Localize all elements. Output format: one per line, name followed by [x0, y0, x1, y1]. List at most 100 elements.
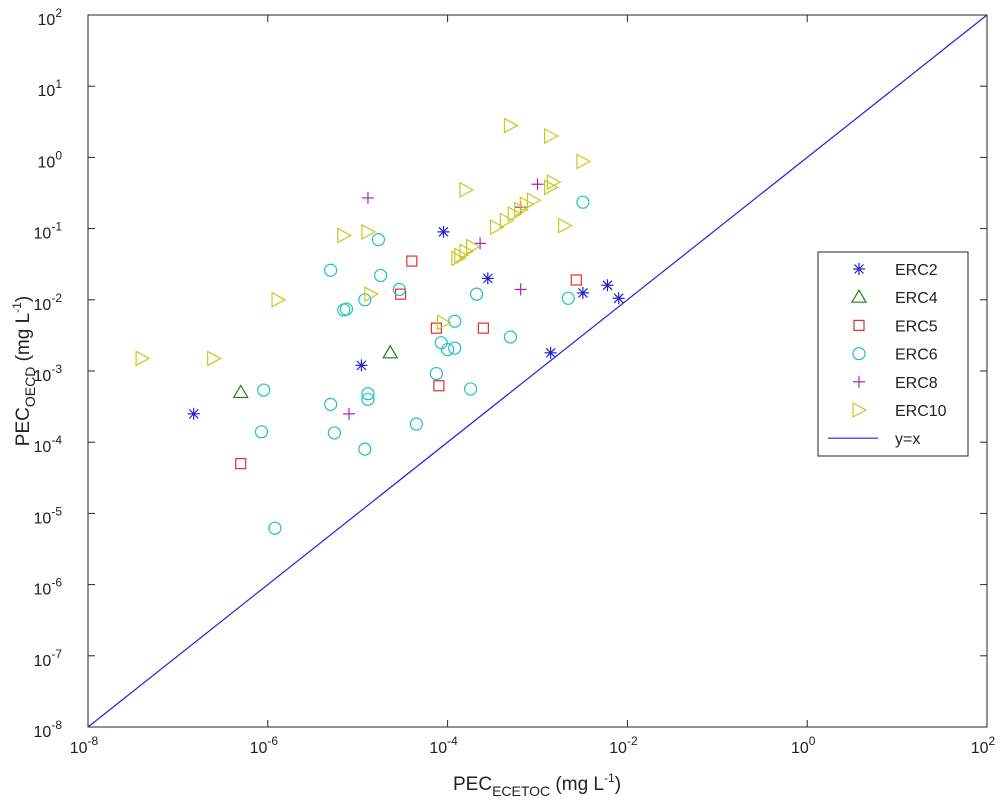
data-point	[561, 291, 575, 305]
data-point	[601, 279, 614, 292]
data-point	[499, 212, 515, 229]
data-point	[557, 217, 573, 234]
data-point	[337, 227, 353, 244]
legend-label: ERC4	[895, 290, 938, 307]
legend-label: ERC2	[895, 262, 938, 279]
legend-label: ERC5	[895, 318, 938, 335]
data-point	[546, 174, 562, 191]
data-point	[364, 286, 380, 303]
data-point	[489, 219, 505, 236]
data-point	[271, 291, 287, 308]
x-tick-label: 102	[971, 734, 996, 757]
series-erc2	[187, 225, 625, 420]
y-tick-label: 10-2	[34, 291, 63, 314]
legend-label: ERC8	[895, 375, 938, 392]
series-erc4	[232, 344, 399, 399]
x-tick-label: 10-8	[70, 734, 99, 757]
data-point	[576, 153, 592, 170]
y-tick-label: 10-1	[34, 220, 63, 243]
data-point	[514, 201, 529, 218]
axis-ticks: 10-8 10-6 10-4 10-2 100 102 10-8 10-7 10-6 10-5 10…	[34, 6, 996, 757]
data-point	[463, 382, 478, 396]
data-point	[433, 380, 445, 392]
data-point	[448, 341, 462, 355]
data-point	[361, 191, 374, 204]
y-tick-label: 10-6	[34, 576, 63, 599]
data-point	[503, 117, 519, 134]
data-point	[466, 238, 481, 255]
data-point	[187, 407, 200, 420]
data-point	[474, 237, 487, 250]
data-point	[327, 426, 341, 440]
y-axis-label: PECOECD (mg L-1)	[10, 296, 38, 446]
y-tick-label: 10-5	[34, 504, 63, 527]
data-point	[382, 344, 399, 359]
data-point	[454, 247, 470, 264]
data-point	[459, 181, 475, 198]
legend: ERC2 ERC4 ERC5 ERC6 ERC8 ERC10 y=x	[817, 251, 969, 457]
data-point	[503, 330, 518, 344]
legend-entry-erc5: ERC5	[853, 318, 938, 335]
x-tick-label: 10-2	[609, 734, 638, 757]
y-tick-label: 101	[38, 77, 63, 100]
data-point	[514, 283, 527, 296]
legend-marker	[852, 347, 866, 361]
legend-marker	[853, 375, 865, 388]
data-point	[436, 314, 452, 331]
data-point	[324, 397, 338, 411]
x-tick-label: 100	[791, 734, 816, 757]
legend-entry-erc2: ERC2	[853, 262, 938, 279]
data-point	[361, 223, 377, 240]
data-point	[544, 179, 559, 196]
data-point	[339, 302, 354, 316]
data-point	[526, 192, 542, 209]
data-point	[232, 384, 249, 399]
data-point	[441, 342, 455, 357]
data-point	[374, 268, 388, 283]
y-tick-label: 10-4	[34, 433, 63, 456]
data-point	[612, 292, 625, 305]
data-point	[392, 282, 406, 296]
data-point	[477, 322, 489, 334]
data-point	[570, 274, 582, 286]
data-point	[361, 387, 375, 401]
data-point	[576, 195, 590, 209]
data-point	[207, 350, 222, 367]
legend-entry-erc4: ERC4	[850, 289, 938, 307]
data-point	[481, 272, 494, 285]
reference-line	[87, 14, 988, 728]
data-point	[469, 287, 484, 301]
legend-entry-erc10: ERC10	[852, 401, 947, 420]
legend-marker	[853, 319, 865, 331]
series-erc10	[135, 117, 592, 367]
legend-entry-erc8: ERC8	[853, 375, 938, 392]
legend-box	[817, 251, 969, 457]
data-point	[544, 346, 557, 359]
y-tick-label: 10-7	[34, 647, 63, 670]
data-point	[268, 521, 282, 535]
x-tick-label: 10-6	[250, 734, 279, 757]
data-point	[406, 255, 418, 267]
data-markers	[135, 117, 625, 535]
legend-marker	[852, 401, 868, 419]
legend-label: y=x	[895, 431, 920, 448]
data-point	[254, 425, 269, 439]
series-line-yx	[87, 14, 988, 728]
data-point	[531, 178, 544, 191]
data-point	[361, 392, 375, 406]
data-point	[342, 407, 355, 420]
x-tick-label: 10-4	[429, 734, 458, 757]
y-tick-label: 10-8	[34, 718, 63, 741]
data-point	[429, 366, 443, 381]
data-point	[324, 263, 338, 277]
data-point	[355, 359, 368, 372]
y-tick-label: 102	[38, 6, 63, 29]
data-point	[257, 383, 271, 397]
legend-marker	[853, 263, 865, 275]
data-point	[135, 350, 151, 367]
series-erc5	[235, 255, 582, 470]
legend-entry-yx: y=x	[828, 431, 920, 448]
data-point	[544, 127, 559, 144]
legend-label: ERC10	[895, 403, 947, 420]
data-point	[409, 417, 424, 431]
